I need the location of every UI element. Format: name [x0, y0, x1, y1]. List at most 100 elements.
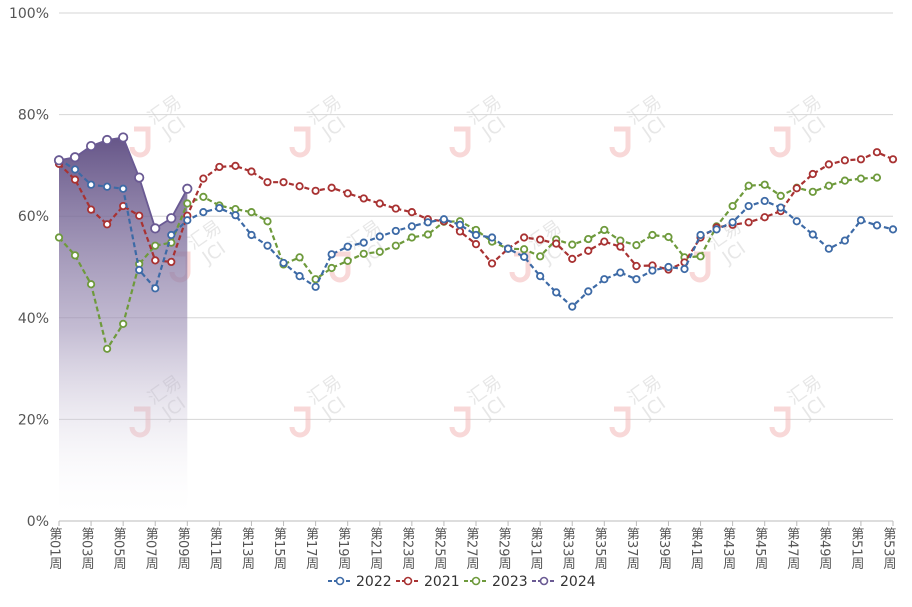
x-tick-label: 第35周 [592, 527, 608, 571]
jci-logo-icon [449, 406, 471, 438]
data-point-2021 [455, 227, 465, 236]
legend-item-2023: 2023 [464, 574, 528, 590]
data-point-2023 [343, 256, 352, 266]
legend-item-2024: 2024 [532, 574, 596, 590]
y-tick-label: 0% [27, 514, 49, 530]
data-point-2022 [600, 275, 609, 284]
data-point-2022 [856, 216, 866, 225]
data-point-2021 [872, 148, 882, 157]
data-point-2021 [151, 256, 160, 265]
data-point-2023 [375, 247, 384, 256]
data-point-2022 [872, 221, 882, 230]
x-tick-label: 第21周 [367, 527, 383, 571]
data-point-2022 [247, 230, 256, 240]
data-point-2021 [279, 178, 288, 187]
x-tick-label: 第31周 [528, 527, 544, 571]
data-point-2023 [536, 252, 545, 261]
legend-label: 2024 [560, 574, 596, 590]
area-fill-2024 [59, 137, 188, 521]
data-point-2022 [455, 220, 465, 229]
data-point-2024 [85, 140, 97, 152]
data-point-2022 [536, 272, 545, 281]
data-point-2021 [86, 205, 96, 214]
data-point-2023 [119, 319, 128, 328]
x-tick-label: 第29周 [496, 527, 512, 571]
y-tick-label: 80% [18, 108, 49, 124]
jci-logo-icon [289, 126, 311, 158]
data-point-2022 [840, 236, 849, 245]
series-lines [53, 132, 898, 353]
jci-logo-icon [689, 251, 711, 283]
data-point-2022 [648, 266, 657, 275]
data-point-2022 [263, 241, 272, 250]
data-point-2022 [520, 252, 529, 261]
data-point-2023 [183, 199, 192, 208]
data-point-2022 [439, 215, 449, 224]
data-point-2022 [680, 264, 689, 274]
data-point-2023 [760, 180, 769, 189]
data-point-2023 [359, 249, 368, 258]
data-point-2021 [391, 204, 400, 213]
data-point-2023 [103, 344, 112, 353]
data-point-2021 [167, 257, 176, 267]
data-point-2021 [536, 235, 545, 244]
data-point-2021 [471, 240, 481, 249]
data-point-2022 [167, 230, 176, 240]
data-point-2021 [824, 160, 833, 169]
x-tick-label: 第09周 [175, 527, 191, 571]
data-point-2022 [584, 287, 593, 296]
data-point-2022 [760, 196, 769, 206]
data-point-2022 [552, 288, 561, 297]
x-tick-label: 第27周 [464, 527, 480, 571]
data-point-2021 [616, 242, 625, 251]
data-point-2021 [199, 174, 208, 183]
data-point-2024 [102, 134, 113, 146]
data-point-2022 [295, 272, 304, 281]
x-tick-label: 第19周 [335, 527, 351, 571]
y-tick-label: 60% [18, 209, 49, 225]
data-point-2022 [407, 222, 416, 231]
legend-marker [335, 576, 345, 586]
data-point-2021 [568, 254, 577, 263]
data-point-2022 [391, 226, 400, 236]
data-point-2022 [664, 262, 673, 272]
data-point-2022 [183, 216, 192, 225]
data-point-2023 [199, 192, 208, 201]
data-point-2021 [888, 155, 898, 164]
data-point-2021 [231, 161, 240, 171]
data-point-2022 [503, 244, 513, 253]
data-point-2023 [856, 174, 866, 183]
data-point-2024 [134, 172, 145, 183]
data-point-2023 [407, 233, 416, 242]
x-tick-label: 第07周 [143, 527, 159, 571]
data-point-2021 [632, 261, 641, 271]
jci-logo-icon [449, 126, 471, 158]
data-point-2022 [375, 232, 384, 241]
x-tick-label: 第05周 [111, 527, 127, 571]
jci-logo-icon [129, 126, 151, 158]
data-point-2022 [487, 233, 497, 242]
x-tick-label: 第51周 [848, 527, 864, 571]
x-tick-label: 第43周 [720, 527, 736, 571]
data-point-2022 [327, 250, 336, 259]
data-point-2021 [359, 194, 368, 203]
data-point-2022 [119, 184, 128, 193]
data-point-2023 [776, 191, 785, 200]
legend-item-2022: 2022 [328, 574, 392, 590]
data-point-2022 [712, 225, 721, 234]
data-point-2021 [856, 155, 866, 164]
data-point-2022 [231, 211, 240, 220]
data-point-2023 [247, 208, 256, 217]
data-point-2021 [70, 175, 80, 184]
data-point-2024 [118, 132, 129, 143]
x-tick-label: 第45周 [752, 527, 768, 571]
